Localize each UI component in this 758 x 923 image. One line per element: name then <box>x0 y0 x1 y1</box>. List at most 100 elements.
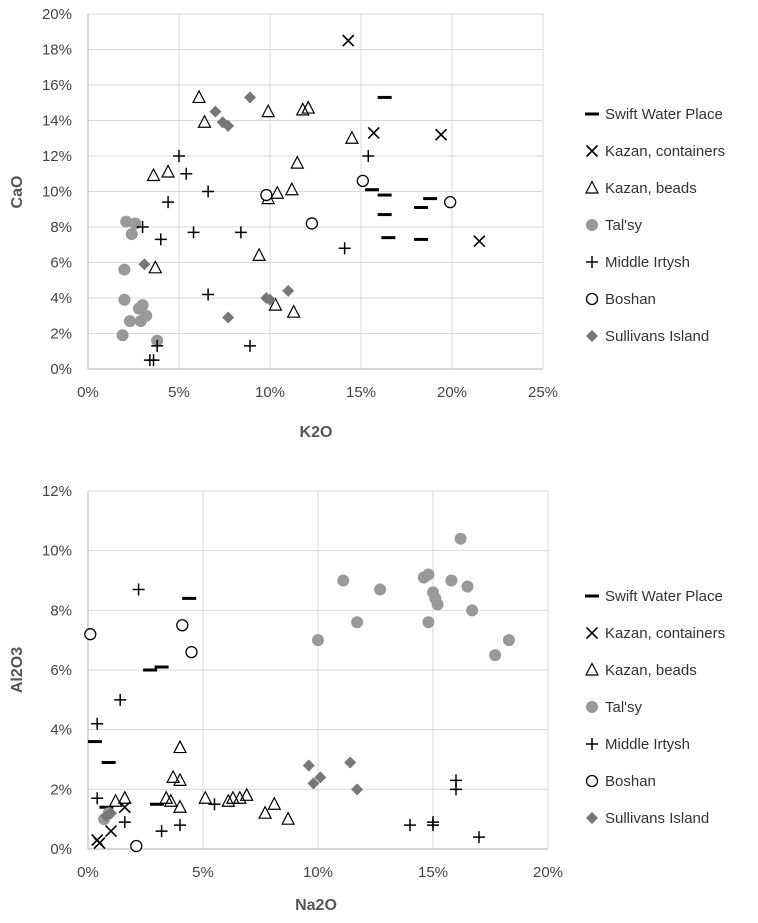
legend-label: Swift Water Place <box>605 588 723 605</box>
data-point <box>136 299 149 312</box>
y-tick-label: 18% <box>42 42 72 59</box>
data-point <box>261 103 276 118</box>
legend-label: Boshan <box>605 773 656 790</box>
series-boshan <box>84 619 198 853</box>
data-point <box>185 645 198 659</box>
legend-marker <box>586 219 598 231</box>
data-point <box>435 128 448 141</box>
data-point <box>154 233 167 246</box>
data-point <box>117 790 132 804</box>
data-point <box>252 247 267 261</box>
series-kazan-beads <box>108 739 296 825</box>
data-point <box>162 196 175 209</box>
data-point <box>174 819 186 832</box>
data-point <box>130 839 143 853</box>
data-point <box>305 217 319 230</box>
data-point <box>173 150 185 162</box>
data-point <box>118 816 131 829</box>
x-tick-label: 0% <box>77 864 99 881</box>
data-point <box>148 260 163 274</box>
legend-marker <box>586 330 598 342</box>
data-point <box>132 583 145 596</box>
series-middle-irtysh <box>91 583 485 844</box>
data-point <box>136 221 149 233</box>
legend-item: Kazan, beads <box>585 662 697 679</box>
data-point <box>114 693 127 706</box>
data-point <box>314 771 327 784</box>
data-point <box>125 228 138 241</box>
legend-item: Middle Irtysh <box>586 736 690 753</box>
y-tick-label: 0% <box>50 361 72 378</box>
data-point <box>351 783 364 796</box>
y-tick-label: 12% <box>42 148 72 165</box>
x-tick-label: 20% <box>533 864 563 881</box>
data-point <box>351 616 364 629</box>
x-tick-label: 15% <box>418 864 448 881</box>
x-tick-label: 10% <box>303 864 333 881</box>
y-tick-label: 8% <box>50 602 72 619</box>
data-point <box>282 284 295 297</box>
data-point <box>281 811 296 825</box>
y-tick-label: 4% <box>50 722 72 739</box>
data-point <box>422 568 435 581</box>
data-point <box>302 759 315 772</box>
y-tick-label: 10% <box>42 184 72 201</box>
data-point <box>163 793 178 807</box>
data-point <box>208 798 221 811</box>
data-point <box>489 649 502 662</box>
series-sullivans-island <box>138 91 295 324</box>
legend-marker <box>586 738 598 750</box>
data-point <box>431 598 444 611</box>
data-point <box>450 783 462 796</box>
data-point <box>454 532 467 545</box>
y-tick-label: 6% <box>50 662 72 679</box>
series-middle-irtysh <box>136 150 375 367</box>
legend-marker <box>585 144 599 158</box>
data-point <box>225 790 240 804</box>
y-tick-label: 12% <box>42 483 72 500</box>
legend-marker <box>585 180 599 194</box>
legend-item: Sullivans Island <box>586 810 709 827</box>
data-point <box>222 311 235 324</box>
y-tick-label: 14% <box>42 113 72 130</box>
legend-item: Sullivans Island <box>586 328 709 345</box>
series-sullivans-island <box>100 756 364 823</box>
data-point <box>116 329 129 342</box>
y-tick-label: 4% <box>50 290 72 307</box>
legend-marker <box>586 812 598 824</box>
data-point <box>344 130 359 144</box>
data-point <box>198 790 213 804</box>
data-point <box>243 91 256 104</box>
legend-label: Tal'sy <box>605 217 643 234</box>
data-point <box>422 616 435 629</box>
data-point <box>146 167 161 182</box>
series-boshan <box>260 174 457 230</box>
legend-item: Kazan, containers <box>585 625 725 642</box>
legend-label: Swift Water Place <box>605 106 723 123</box>
series-tal-sy <box>98 532 515 826</box>
data-point <box>120 215 133 228</box>
data-point <box>356 174 369 188</box>
data-point <box>173 739 187 754</box>
data-point <box>374 583 387 596</box>
data-point <box>134 315 147 328</box>
data-point <box>268 297 283 311</box>
y-tick-label: 0% <box>50 841 72 858</box>
data-point <box>202 185 215 198</box>
data-point <box>173 772 187 786</box>
x-tick-label: 5% <box>168 384 190 401</box>
data-point <box>151 339 164 352</box>
data-point <box>284 181 299 196</box>
legend-marker <box>585 626 599 640</box>
data-point <box>445 574 458 587</box>
legend-marker <box>585 662 599 676</box>
legend-label: Sullivans Island <box>605 810 709 827</box>
legend-label: Kazan, beads <box>605 180 697 197</box>
data-point <box>473 235 486 248</box>
data-point <box>155 825 168 838</box>
data-point <box>222 119 235 132</box>
data-point <box>264 293 276 306</box>
series-swift-water-place <box>364 95 438 241</box>
data-point <box>161 164 176 178</box>
legend-item: Middle Irtysh <box>586 254 690 271</box>
